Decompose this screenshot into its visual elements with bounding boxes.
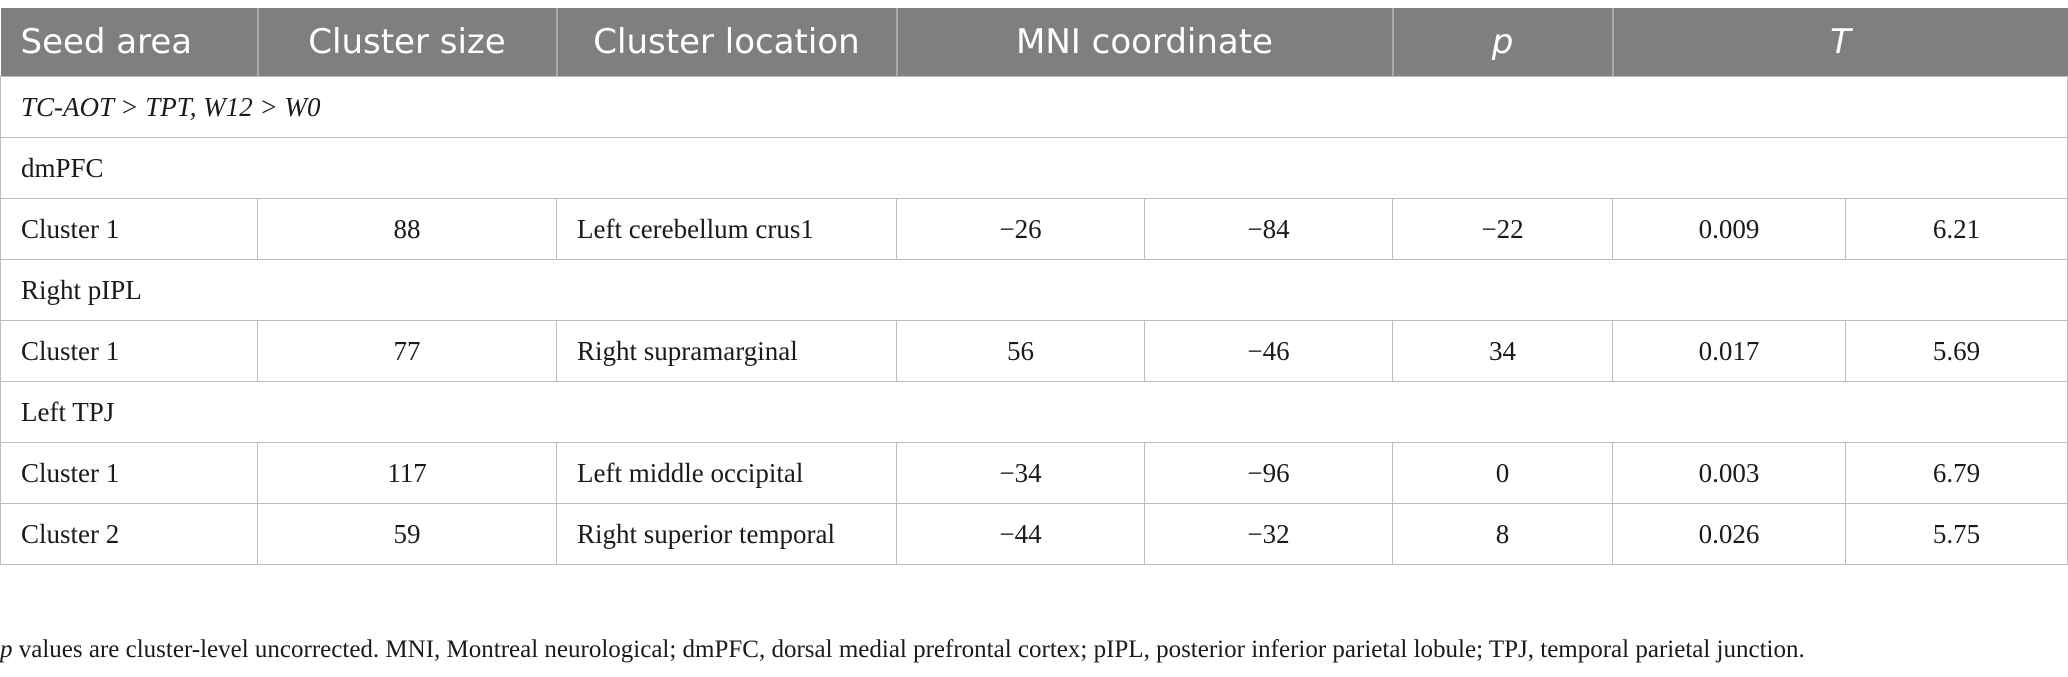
mni-x: −34 — [896, 442, 1145, 504]
seed-label-left-tpj: Left TPJ — [0, 381, 2068, 443]
mni-y: −32 — [1143, 503, 1394, 565]
t-value: 5.69 — [1845, 320, 2068, 382]
footnote-text: values are cluster-level uncorrected. MN… — [12, 636, 1805, 663]
table-row: Cluster 2 59 Right superior temporal −44… — [0, 503, 2068, 565]
seed-row: Right pIPL — [0, 259, 2068, 321]
mni-z: 0 — [1392, 442, 1614, 504]
cluster-size: 77 — [257, 320, 557, 382]
cluster-name: Cluster 1 — [0, 320, 258, 382]
header-t: T — [1611, 8, 2068, 77]
header-p: p — [1391, 8, 1613, 77]
header-seed-area: Seed area — [0, 8, 258, 77]
cluster-name: Cluster 1 — [0, 198, 258, 260]
seed-label-dmpfc: dmPFC — [0, 137, 2068, 199]
mni-x: −44 — [896, 503, 1145, 565]
footnote-p-symbol: p — [0, 636, 13, 663]
mni-y: −96 — [1143, 442, 1394, 504]
p-value: 0.026 — [1612, 503, 1847, 565]
contrast-label: TC-AOT > TPT, W12 > W0 — [0, 76, 2068, 138]
t-value: 6.21 — [1845, 198, 2068, 260]
table-row: Cluster 1 77 Right supramarginal 56 −46 … — [0, 320, 2068, 382]
cluster-location: Right supramarginal — [556, 320, 897, 382]
p-value: 0.017 — [1612, 320, 1847, 382]
seed-label-right-pipl: Right pIPL — [0, 259, 2068, 321]
p-value: 0.009 — [1612, 198, 1847, 260]
mni-x: −26 — [896, 198, 1145, 260]
table-row: Cluster 1 88 Left cerebellum crus1 −26 −… — [0, 198, 2068, 260]
cluster-location: Left middle occipital — [556, 442, 897, 504]
table-header-row: Seed area Cluster size Cluster location … — [0, 8, 2068, 77]
results-table: Seed area Cluster size Cluster location … — [0, 8, 2068, 565]
mni-y: −46 — [1143, 320, 1394, 382]
mni-x: 56 — [896, 320, 1145, 382]
cluster-size: 88 — [257, 198, 557, 260]
t-value: 6.79 — [1845, 442, 2068, 504]
cluster-name: Cluster 2 — [0, 503, 258, 565]
mni-z: −22 — [1392, 198, 1614, 260]
seed-row: dmPFC — [0, 137, 2068, 199]
contrast-row: TC-AOT > TPT, W12 > W0 — [0, 76, 2068, 138]
mni-z: 34 — [1392, 320, 1614, 382]
t-value: 5.75 — [1845, 503, 2068, 565]
seed-row: Left TPJ — [0, 381, 2068, 443]
cluster-location: Left cerebellum crus1 — [556, 198, 897, 260]
table-row: Cluster 1 117 Left middle occipital −34 … — [0, 442, 2068, 504]
cluster-size: 59 — [257, 503, 557, 565]
header-cluster-size: Cluster size — [256, 8, 557, 77]
header-mni-coordinate: MNI coordinate — [895, 8, 1393, 77]
cluster-size: 117 — [257, 442, 557, 504]
header-cluster-location: Cluster location — [555, 8, 897, 77]
mni-y: −84 — [1143, 198, 1394, 260]
cluster-location: Right superior temporal — [556, 503, 897, 565]
table-footnote: p values are cluster-level uncorrected. … — [0, 636, 1805, 664]
p-value: 0.003 — [1612, 442, 1847, 504]
mni-z: 8 — [1392, 503, 1614, 565]
cluster-name: Cluster 1 — [0, 442, 258, 504]
